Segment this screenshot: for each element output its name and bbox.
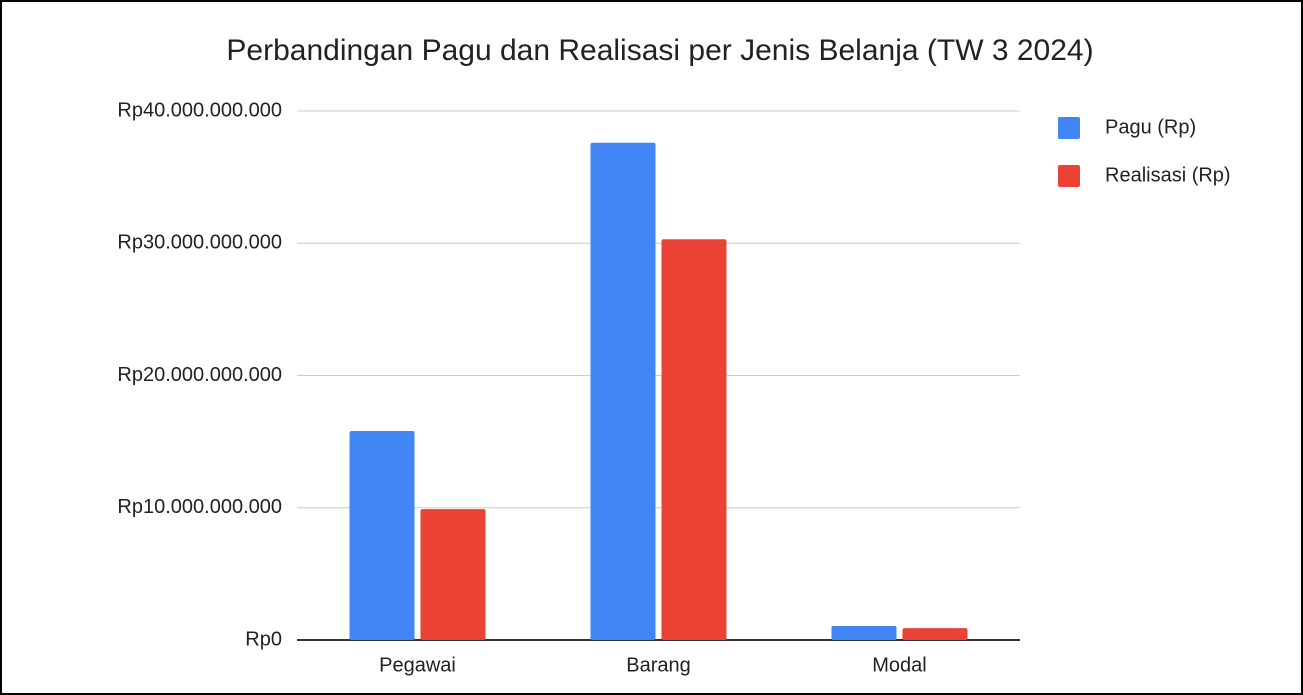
y-tick-label: Rp20.000.000.000 xyxy=(117,364,282,386)
legend-swatch xyxy=(1058,165,1080,187)
x-tick-label: Pegawai xyxy=(379,654,456,676)
y-tick-label: Rp0 xyxy=(245,628,282,650)
x-tick-label: Modal xyxy=(872,654,926,676)
bar xyxy=(349,431,415,640)
legend-swatch xyxy=(1058,117,1080,139)
bar xyxy=(420,509,486,640)
y-tick-label: Rp40.000.000.000 xyxy=(117,99,282,121)
bar xyxy=(661,239,727,640)
legend-label: Realisasi (Rp) xyxy=(1105,164,1231,186)
bar xyxy=(831,625,897,640)
y-tick-label: Rp30.000.000.000 xyxy=(117,232,282,254)
y-tick-label: Rp10.000.000.000 xyxy=(117,496,282,518)
chart-title: Perbandingan Pagu dan Realisasi per Jeni… xyxy=(226,34,1093,67)
bar xyxy=(590,142,656,641)
legend-label: Pagu (Rp) xyxy=(1105,116,1196,138)
x-tick-label: Barang xyxy=(626,654,691,676)
bar xyxy=(902,628,968,640)
